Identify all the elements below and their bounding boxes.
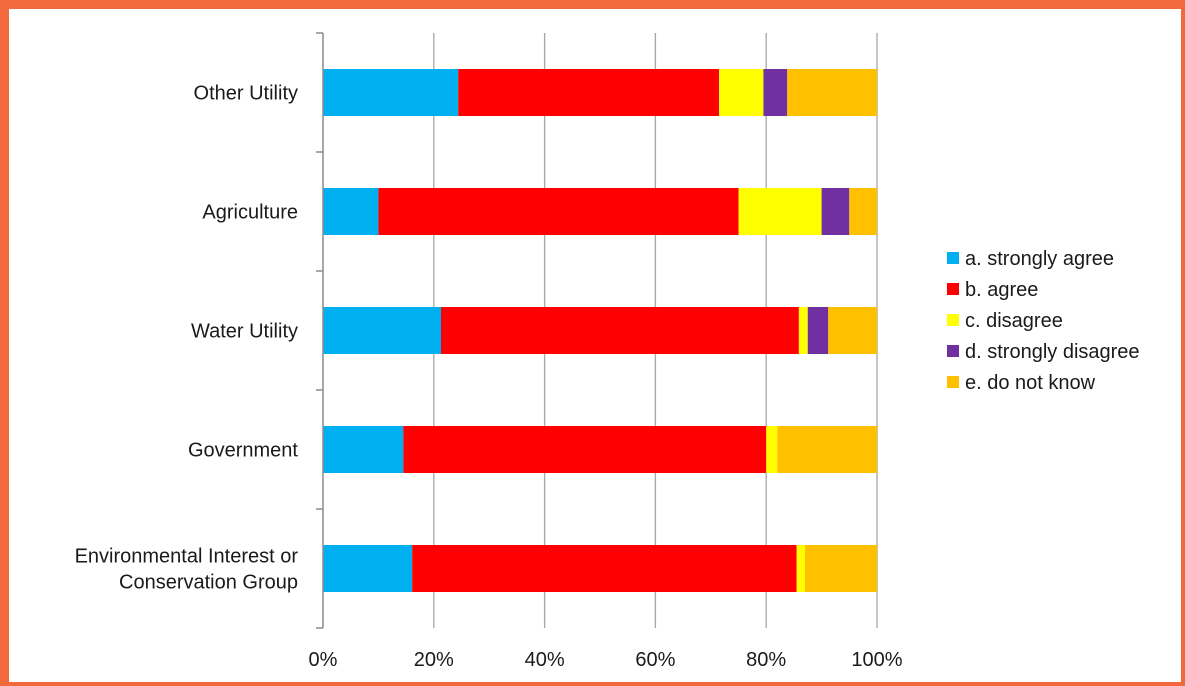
legend-swatch-b-agree <box>947 283 959 295</box>
category-label: Agriculture <box>202 202 298 224</box>
legend-label-d-strongly-disagree: d. strongly disagree <box>965 341 1140 363</box>
x-tick-labels: 0% 20% 40% 60% 80% 100% <box>309 649 903 671</box>
x-tick-label: 100% <box>851 649 902 671</box>
bar-b-agree-environmental-interest-or-conservation-group <box>412 545 797 592</box>
category-label: Environmental Interest or Conservation Gr… <box>75 546 299 594</box>
bar-e-do-not-know-other-utility <box>787 69 877 116</box>
category-label-line: Government <box>188 440 298 462</box>
bars <box>323 69 877 592</box>
category-label: Water Utility <box>191 321 298 343</box>
bar-e-do-not-know-agriculture <box>849 188 877 235</box>
bar-c-disagree-agriculture <box>738 188 822 235</box>
bar-a-strongly-agree-government <box>323 426 404 473</box>
legend-label-a-strongly-agree: a. strongly agree <box>965 248 1114 270</box>
axes <box>316 32 324 629</box>
bar-d-strongly-disagree-water-utility <box>807 307 829 354</box>
bar-b-agree-other-utility <box>458 69 720 116</box>
category-label-line: Conservation Group <box>119 572 298 594</box>
bar-c-disagree-water-utility <box>798 307 808 354</box>
bar-e-do-not-know-government <box>777 426 877 473</box>
bar-e-do-not-know-water-utility <box>828 307 877 354</box>
bar-d-strongly-disagree-other-utility <box>763 69 788 116</box>
x-tick-label: 20% <box>414 649 454 671</box>
legend-label-c-disagree: c. disagree <box>965 310 1063 332</box>
legend: a. strongly agree b. agree c. disagree d. s… <box>947 248 1140 394</box>
category-label: Other Utility <box>194 83 298 105</box>
bar-b-agree-agriculture <box>378 188 739 235</box>
bar-c-disagree-environmental-interest-or-conservation-group <box>796 545 805 592</box>
category-labels: Other Utility Agriculture Water Utility Gov… <box>75 83 299 594</box>
x-tick-label: 40% <box>525 649 565 671</box>
bar-a-strongly-agree-water-utility <box>323 307 442 354</box>
category-label-line: Agriculture <box>202 202 298 224</box>
bar-d-strongly-disagree-agriculture <box>821 188 850 235</box>
bar-a-strongly-agree-other-utility <box>323 69 459 116</box>
bar-b-agree-water-utility <box>441 307 799 354</box>
bar-a-strongly-agree-environmental-interest-or-conservation-group <box>323 545 413 592</box>
category-label-line: Environmental Interest or <box>75 546 299 568</box>
category-label: Government <box>188 440 298 462</box>
bar-c-disagree-government <box>766 426 778 473</box>
category-label-line: Other Utility <box>194 83 298 105</box>
legend-swatch-d-strongly-disagree <box>947 345 959 357</box>
bar-b-agree-government <box>403 426 767 473</box>
x-tick-label: 80% <box>746 649 786 671</box>
bar-e-do-not-know-environmental-interest-or-conservation-group <box>804 545 877 592</box>
bar-c-disagree-other-utility <box>719 69 764 116</box>
legend-swatch-e-do-not-know <box>947 376 959 388</box>
legend-label-b-agree: b. agree <box>965 279 1038 301</box>
x-tick-label: 60% <box>635 649 675 671</box>
legend-swatch-c-disagree <box>947 314 959 326</box>
x-tick-label: 0% <box>309 649 338 671</box>
legend-swatch-a-strongly-agree <box>947 252 959 264</box>
bar-a-strongly-agree-agriculture <box>323 188 379 235</box>
category-label-line: Water Utility <box>191 321 298 343</box>
legend-label-e-do-not-know: e. do not know <box>965 372 1096 394</box>
